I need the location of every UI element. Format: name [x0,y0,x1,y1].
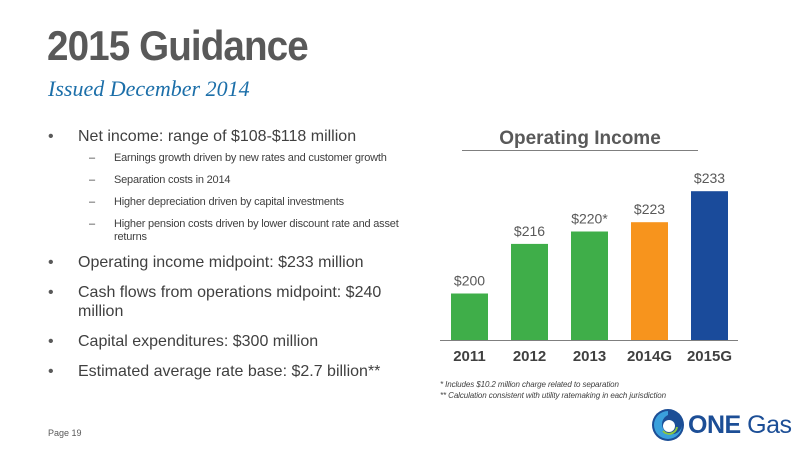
bar-2013 [571,231,608,340]
bullet-capex: Capital expenditures: $300 million [48,332,428,351]
chart-title-rule [462,150,698,151]
logo-text: ONE Gas [688,411,792,440]
sub-bullet: Separation costs in 2014 [84,174,428,187]
data-label-2014G: $223 [634,201,665,217]
data-label-2015G: $233 [694,170,725,186]
bullet-net-income: Net income: range of $108-$118 million E… [48,127,428,244]
sub-bullet-list: Earnings growth driven by new rates and … [84,152,428,244]
sub-bullet: Higher pension costs driven by lower dis… [84,218,428,244]
bullet-text: Net income: range of $108-$118 million [78,128,357,145]
bullet-operating-income: Operating income midpoint: $233 million [48,253,428,272]
data-label-2012: $216 [514,223,545,239]
x-tick-label-2013: 2013 [573,348,606,365]
x-tick-label-2015G: 2015G [687,348,732,365]
sub-bullet: Higher depreciation driven by capital in… [84,196,428,209]
x-tick-label-2014G: 2014G [627,348,672,365]
sub-bullet: Earnings growth driven by new rates and … [84,152,428,165]
logo-text-gas: Gas [747,411,792,439]
bullet-cash-flows: Cash flows from operations midpoint: $24… [48,283,428,321]
bar-2014G [631,222,668,340]
slide-title: 2015 Guidance [47,22,309,69]
data-label-2011: $200 [454,273,485,289]
one-gas-logo: ONE Gas [650,407,792,443]
operating-income-chart: $200 2011 $216 2012 $220* 2013 $223 2014G $233 20… [440,170,738,365]
footnote-rate-base: ** Calculation consistent with utility r… [440,391,667,400]
bullet-list: Net income: range of $108-$118 million E… [48,127,428,381]
chart-title: Operating Income [499,128,661,149]
data-label-2013: $220* [571,211,608,227]
bar-2011 [451,293,488,340]
x-tick-label-2011: 2011 [453,348,486,365]
footnote-separation: * Includes $10.2 million charge related … [440,380,619,389]
bar-2012 [511,243,548,340]
slide-subtitle: Issued December 2014 [48,76,250,101]
x-tick-label-2012: 2012 [513,348,546,365]
bullet-rate-base: Estimated average rate base: $2.7 billio… [48,362,428,381]
logo-text-one: ONE [688,411,741,439]
page-number: Page 19 [48,428,82,438]
bar-2015G [691,191,728,340]
one-gas-swirl-icon [652,409,684,441]
